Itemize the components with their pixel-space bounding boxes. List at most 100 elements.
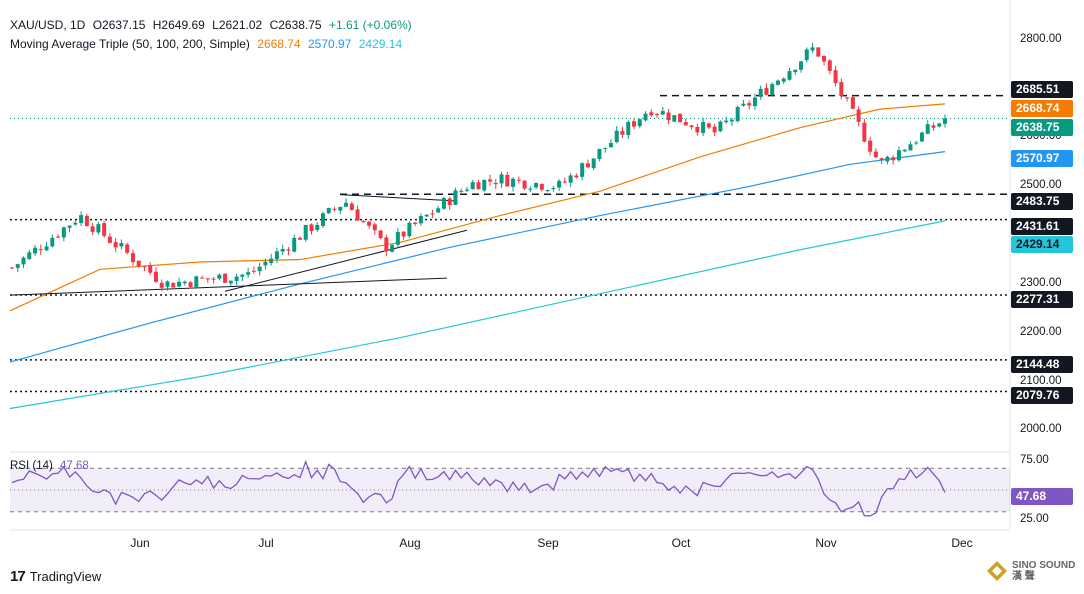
candle-down [505,174,510,187]
candle-up [810,47,815,51]
price-label-dark: 2144.48 [1011,356,1073,373]
candle-down [309,224,314,232]
rsi-tick-25: 25.00 [1020,513,1049,525]
candle-up [937,123,942,127]
candle-down [522,180,527,189]
candle-down [401,231,406,237]
candle-up [896,150,901,161]
candle-down [113,242,118,248]
candle-up [119,243,124,247]
candle-up [608,143,613,148]
candle-up [568,175,573,183]
tradingview-text: TradingView [29,569,102,584]
ma-label: Moving Average Triple (50, 100, 200, Sim… [10,37,250,51]
candle-up [770,84,775,95]
price-label-ma100: 2570.97 [1011,150,1073,167]
rsi-line [11,459,946,517]
candle-down [130,253,135,263]
candle-up [718,121,723,132]
candle-down [447,198,452,206]
candle-up [217,274,222,279]
candle-up [781,78,786,82]
candle-down [562,181,567,183]
open-value: O2637.15 [92,18,146,32]
month-tick: Oct [671,536,691,550]
candle-up [914,142,919,144]
candle-up [67,225,72,228]
sma200-line [9,220,946,410]
sino-sound-cn-text: 漢 聲 [1012,571,1035,582]
candle-up [672,115,677,122]
candle-up [390,245,395,252]
price-tick: 2100.00 [1020,374,1062,387]
candle-down [56,236,61,238]
candle-down [159,282,164,288]
candle-down [655,114,660,116]
tradingview-brand[interactable]: 17 TradingView [10,568,101,585]
candle-up [303,224,308,240]
candle-down [90,226,95,232]
candle-up [799,61,804,70]
candle-down [413,222,418,225]
candle-down [171,282,176,288]
candle-up [50,237,55,247]
candle-up [395,231,400,245]
candle-up [15,264,20,268]
candle-up [735,107,740,122]
candle-down [689,125,694,128]
candle-up [551,188,556,190]
candle-up [326,208,331,214]
candle-up [534,182,539,188]
sino-diamond-icon [987,561,1007,581]
candle-up [637,119,642,127]
candle-up [603,147,608,149]
candle-up [464,189,469,191]
candle-up [557,180,562,188]
candle-up [246,272,251,275]
candle-up [643,113,648,121]
candle-up [177,281,182,287]
price-label-dark: 2431.61 [1011,218,1073,235]
candle-down [822,56,827,62]
ma50-value: 2668.74 [257,37,301,51]
month-tick: Jul [258,536,274,550]
candle-down [188,282,193,287]
change-value: +1.61 (+0.06%) [328,18,412,32]
candle-down [488,179,493,182]
rising-trendline [224,229,468,292]
candle-up [407,222,412,237]
candle-up [580,163,585,177]
candle-up [344,202,349,207]
candle-down [476,182,481,190]
candle-down [223,273,228,283]
ma-header: Moving Average Triple (50, 100, 200, Sim… [10,37,406,52]
candle-down [873,151,878,158]
candle-down [747,103,752,106]
price-label-last: 2638.75 [1011,119,1073,136]
candle-down [574,175,579,178]
month-tick: Sep [537,536,559,550]
candle-down [539,184,544,190]
candle-up [321,213,325,226]
candle-down [211,278,216,280]
candle-up [436,208,441,213]
sino-sound-text: SINO SOUND [1012,560,1076,571]
candle-down [891,157,896,161]
candle-down [678,113,683,123]
candle-down [205,278,210,280]
candle-up [741,103,746,106]
candle-up [470,182,475,190]
candle-down [493,182,498,185]
price-label-dark: 2277.31 [1011,291,1073,308]
candle-up [338,206,343,211]
candle-up [280,248,285,252]
candle-up [752,97,757,107]
candle-down [683,122,688,126]
price-tick: 2800.00 [1020,32,1062,45]
candle-down [695,126,700,133]
candle-down [349,203,354,211]
candle-down [706,123,711,128]
candle-up [459,190,464,192]
rsi-value-label: 47.68 [1011,488,1073,505]
